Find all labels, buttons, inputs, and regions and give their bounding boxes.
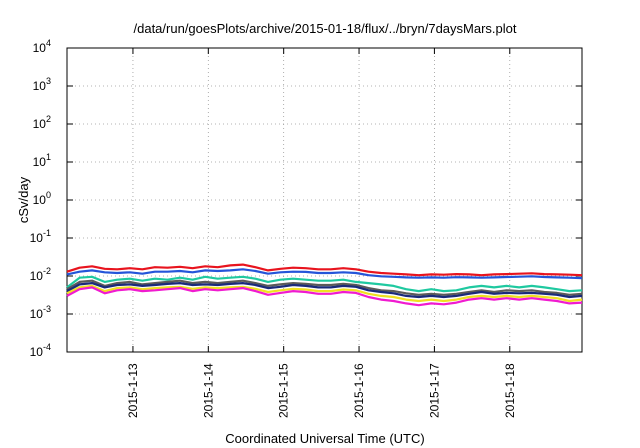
plot-frame xyxy=(66,47,583,353)
series-group xyxy=(66,263,583,307)
y-axis-label: cSv/day xyxy=(16,176,31,223)
y-tick-label: 10-4 xyxy=(30,342,51,359)
x-axis-label: Coordinated Universal Time (UTC) xyxy=(225,431,424,446)
y-tick-labels: 10-4 10-3 10-2 10-1 100 101 102 103 104 xyxy=(30,38,51,359)
series-line xyxy=(66,286,583,307)
grid-lines xyxy=(67,47,582,353)
y-tick-label: 102 xyxy=(33,114,51,131)
chart-title: /data/run/goesPlots/archive/2015-01-18/f… xyxy=(134,21,517,36)
series-line xyxy=(66,275,583,293)
series-line xyxy=(66,282,583,299)
x-tick-label: 2015-1-13 xyxy=(126,363,140,418)
x-tick-label: 2015-1-15 xyxy=(277,363,291,418)
x-tick-label: 2015-1-17 xyxy=(427,363,441,418)
y-tick-label: 10-2 xyxy=(30,266,51,283)
x-tick-labels: 2015-1-13 2015-1-14 2015-1-15 2015-1-16 2015… xyxy=(126,363,517,418)
series-line xyxy=(66,284,583,303)
x-tick-label: 2015-1-16 xyxy=(352,363,366,418)
y-tick-label: 10-1 xyxy=(30,228,51,245)
y-tick-label: 10-3 xyxy=(30,304,51,321)
y-tick-label: 104 xyxy=(33,38,51,55)
y-tick-label: 100 xyxy=(33,190,51,207)
x-tick-label: 2015-1-14 xyxy=(201,363,215,418)
y-tick-label: 101 xyxy=(33,152,51,169)
x-tick-label: 2015-1-18 xyxy=(503,363,517,418)
y-tick-label: 103 xyxy=(33,76,51,93)
series-line xyxy=(66,268,583,280)
series-line xyxy=(66,263,583,277)
series-line xyxy=(66,279,583,296)
